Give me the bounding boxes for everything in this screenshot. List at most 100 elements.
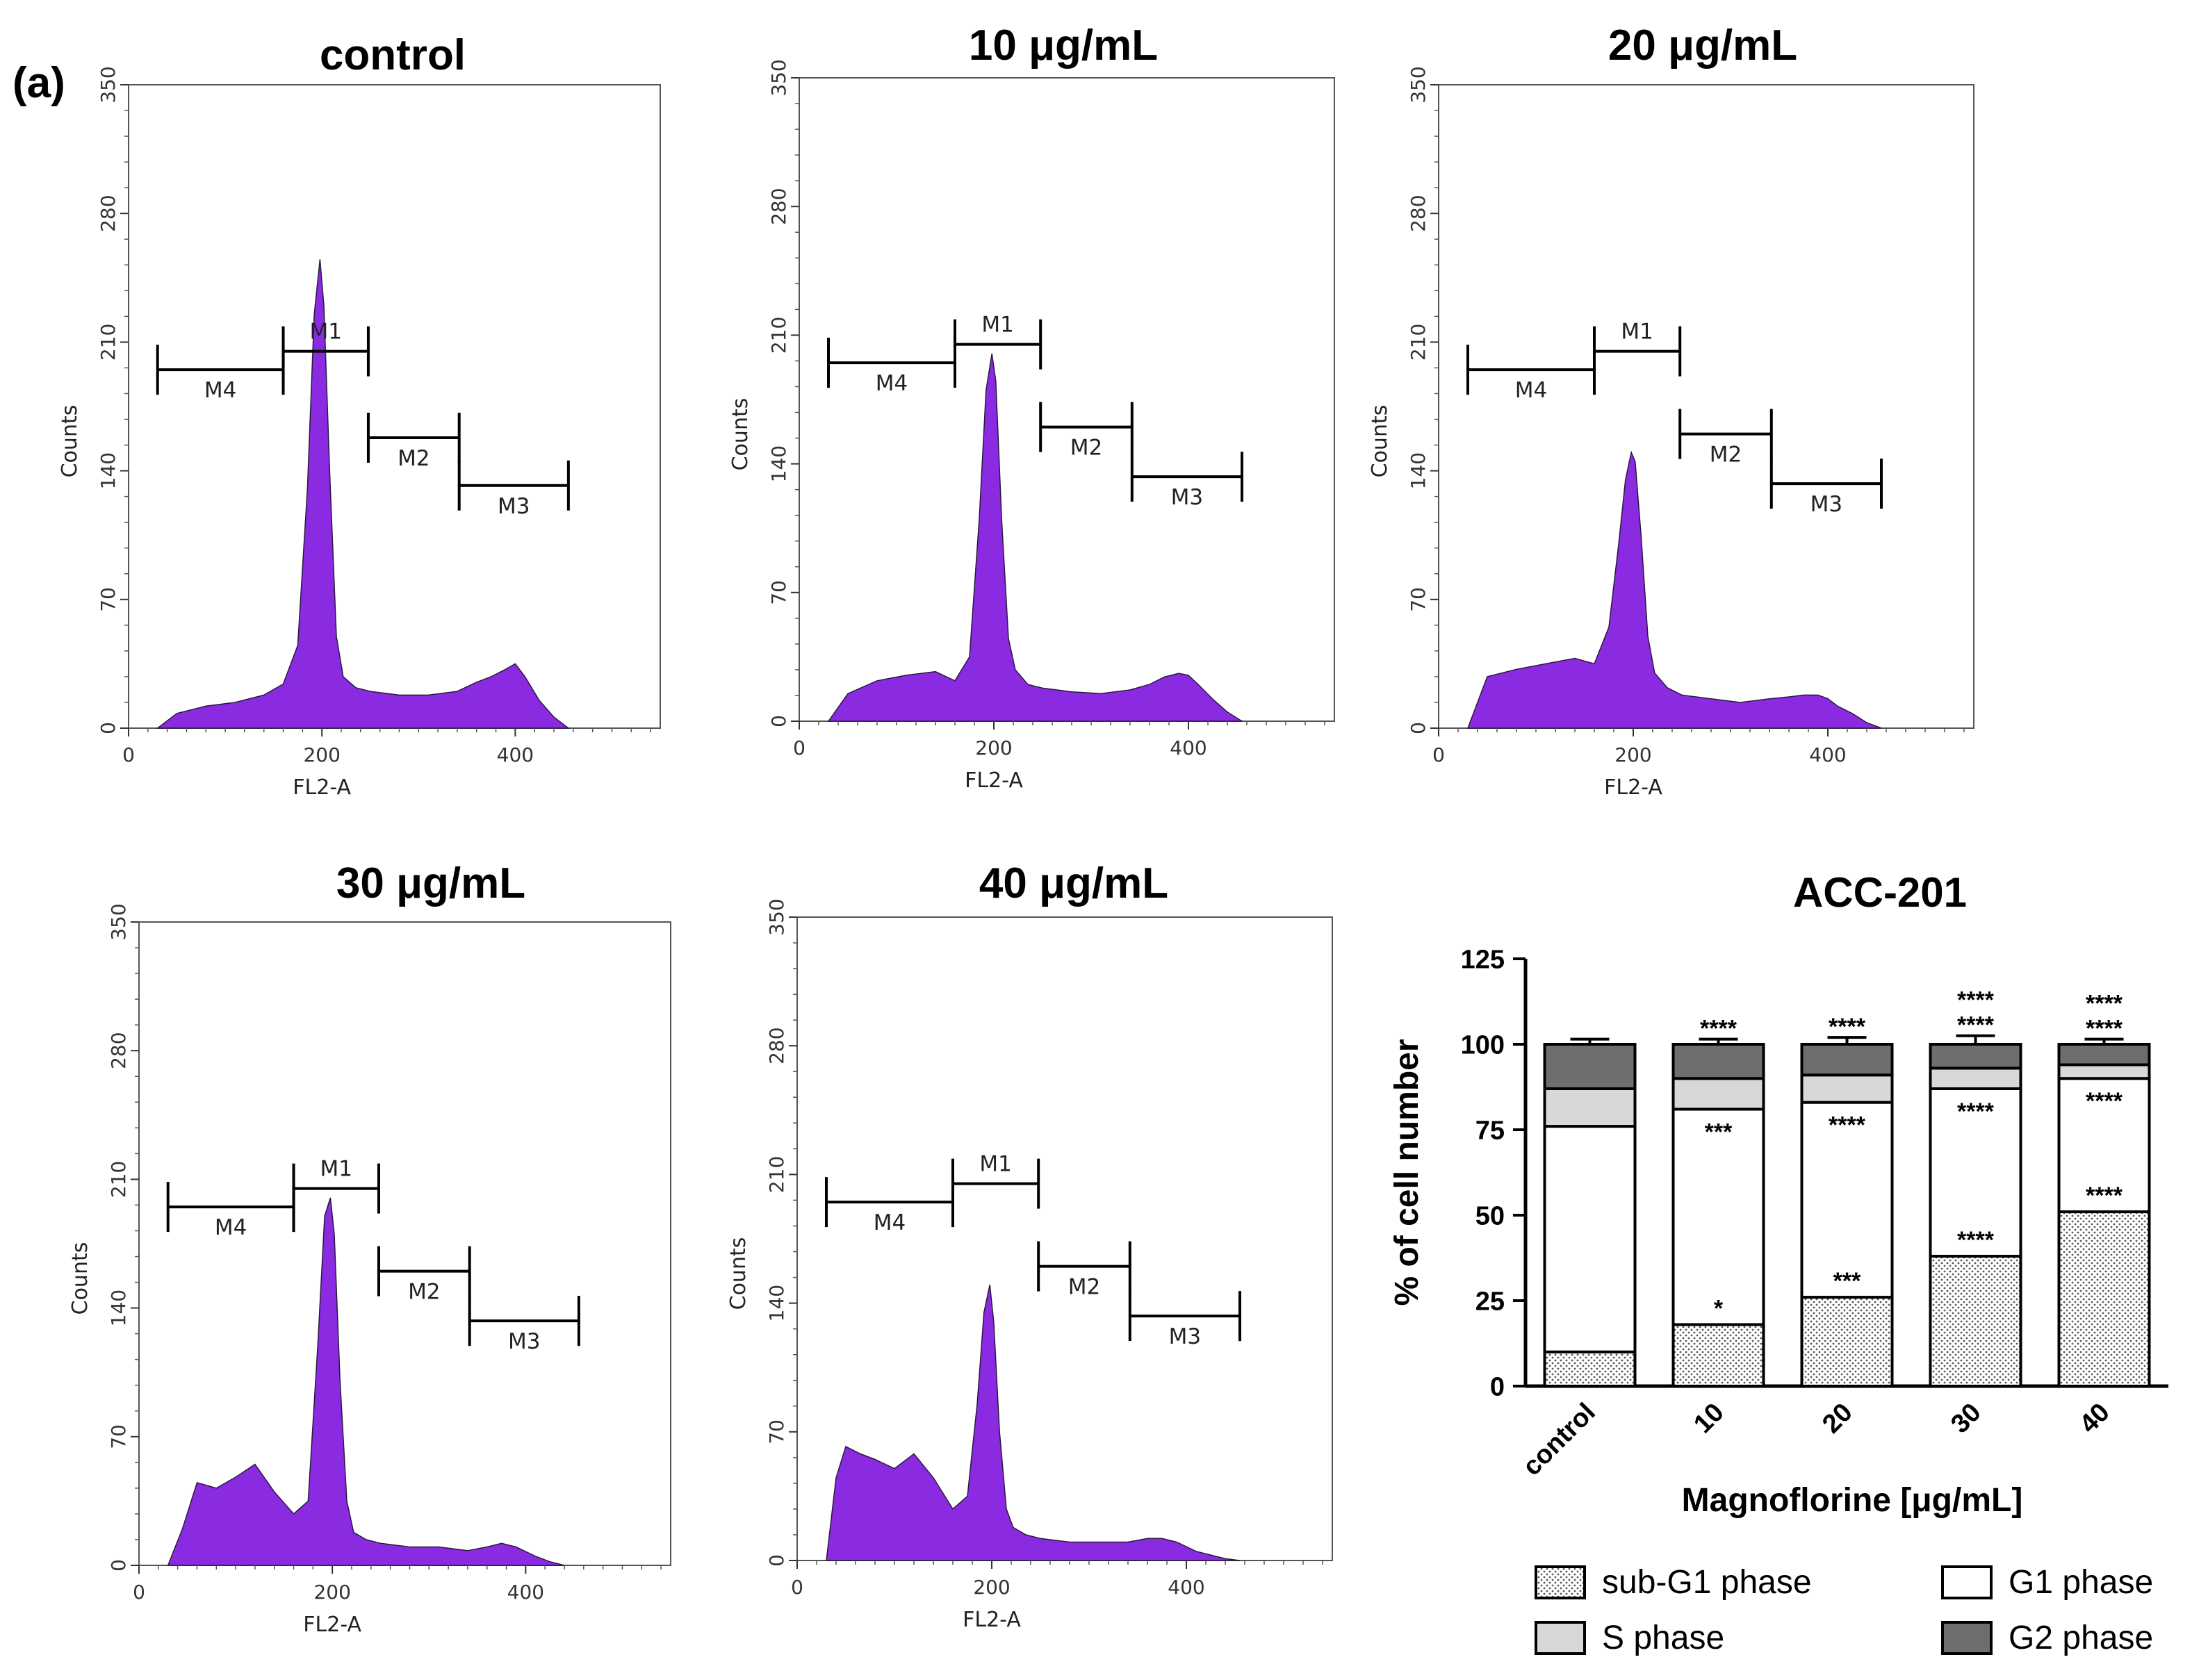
x-tick-label: 200 bbox=[1614, 743, 1651, 766]
y-axis-label: Counts bbox=[726, 1237, 751, 1310]
significance-label: **** bbox=[1957, 1012, 1995, 1039]
bar-segment bbox=[1543, 1350, 1637, 1388]
bar-segment bbox=[1543, 1087, 1637, 1128]
gate-label: M4 bbox=[874, 1210, 906, 1235]
y-tick-label: 50 bbox=[1475, 1201, 1505, 1230]
y-tick-label: 210 bbox=[97, 324, 120, 361]
panel-label: (a) bbox=[13, 59, 65, 107]
gate-marker: M4 bbox=[166, 1182, 295, 1240]
legend-label: G1 phase bbox=[2009, 1564, 2153, 1601]
gate-marker: M2 bbox=[1037, 1241, 1131, 1300]
bar-segment bbox=[1671, 1323, 1765, 1387]
x-tick-label: 0 bbox=[793, 736, 805, 759]
significance-label: **** bbox=[2086, 1016, 2123, 1042]
histogram-title: 10 μg/mL bbox=[969, 22, 1158, 69]
significance-label: **** bbox=[1957, 1098, 1995, 1125]
gate-label: M1 bbox=[1621, 320, 1653, 345]
y-axis-label: Counts bbox=[68, 1242, 92, 1315]
legend-swatch bbox=[1535, 1565, 1586, 1599]
y-tick-label: 350 bbox=[97, 66, 120, 103]
y-tick-label: 210 bbox=[1407, 324, 1430, 361]
y-tick-label: 350 bbox=[1407, 66, 1430, 103]
bar-segment bbox=[2057, 1043, 2151, 1067]
significance-label: *** bbox=[1833, 1268, 1861, 1294]
x-tick-label: 0 bbox=[133, 1581, 145, 1604]
y-tick-label: 140 bbox=[1407, 452, 1430, 489]
y-axis-label: Counts bbox=[1368, 405, 1392, 478]
x-tick-label: 40 bbox=[2074, 1398, 2116, 1440]
y-tick-label: 350 bbox=[767, 59, 790, 96]
gate-label: M1 bbox=[981, 313, 1013, 338]
y-tick-label: 210 bbox=[767, 317, 790, 354]
stacked-bar bbox=[1800, 1036, 1894, 1387]
plot-frame bbox=[138, 921, 671, 1566]
gate-marker: M2 bbox=[1678, 409, 1773, 468]
gate-label: M4 bbox=[876, 371, 908, 396]
gate-label: M2 bbox=[1070, 436, 1102, 461]
histogram-title: 40 μg/mL bbox=[979, 859, 1168, 907]
gate-marker: M3 bbox=[1128, 1291, 1241, 1349]
legend-swatch bbox=[1535, 1621, 1586, 1655]
x-tick-label: control bbox=[1517, 1398, 1601, 1482]
y-tick-label: 70 bbox=[1407, 587, 1430, 612]
bar-segment bbox=[1929, 1087, 2022, 1258]
x-axis-label: FL2-A bbox=[303, 1613, 361, 1637]
gate-marker: M4 bbox=[1466, 345, 1596, 403]
histogram-panel: control 0 70 140 210 280 350 0 200 400 FL2-A Counts… bbox=[58, 31, 661, 800]
x-tick-label: 20 bbox=[1817, 1398, 1858, 1440]
stacked-bar-chart: ACC-201 0 25 50 75 100 125 % of cell number Magn… bbox=[1389, 869, 2168, 1656]
significance-label: * bbox=[1714, 1295, 1724, 1321]
y-tick-label: 280 bbox=[765, 1027, 788, 1064]
gate-label: M3 bbox=[498, 494, 530, 519]
x-tick-label: 400 bbox=[497, 743, 534, 766]
gate-label: M3 bbox=[1169, 1324, 1201, 1349]
significance-label: **** bbox=[2086, 1088, 2123, 1114]
y-tick-label: 0 bbox=[1407, 722, 1430, 734]
gate-label: M4 bbox=[215, 1215, 247, 1240]
gate-marker: M1 bbox=[954, 313, 1042, 370]
significance-markers: **************** bbox=[1957, 987, 1995, 1253]
histogram-area bbox=[167, 1197, 565, 1566]
histogram-area bbox=[827, 353, 1244, 722]
significance-markers: **************** bbox=[2086, 991, 2123, 1209]
gate-label: M4 bbox=[1515, 378, 1547, 403]
y-tick-label: 280 bbox=[767, 188, 790, 224]
gate-marker: M2 bbox=[1039, 402, 1134, 461]
gate-label: M2 bbox=[1068, 1275, 1100, 1300]
x-axis-label: FL2-A bbox=[1604, 775, 1662, 800]
gate-label: M1 bbox=[979, 1152, 1011, 1177]
gate-marker: M4 bbox=[827, 338, 956, 396]
gate-marker: M4 bbox=[825, 1177, 954, 1235]
x-axis-label: FL2-A bbox=[293, 775, 351, 800]
bar-segment bbox=[1929, 1255, 2022, 1388]
y-axis-label: Counts bbox=[58, 405, 82, 478]
gate-label: M1 bbox=[320, 1157, 352, 1182]
stacked-bar bbox=[1543, 1037, 1637, 1388]
y-tick-label: 0 bbox=[765, 1554, 788, 1567]
y-tick-label: 25 bbox=[1475, 1287, 1505, 1316]
y-tick-label: 70 bbox=[97, 587, 120, 612]
x-tick-label: 30 bbox=[1945, 1398, 1987, 1440]
bar-segment bbox=[2057, 1077, 2151, 1214]
legend-entry: G2 phase bbox=[1941, 1620, 2153, 1656]
significance-markers: ******** bbox=[1700, 1016, 1737, 1322]
histogram-title: 30 μg/mL bbox=[336, 859, 525, 907]
gate-marker: M3 bbox=[1769, 459, 1883, 517]
x-tick-label: 400 bbox=[507, 1581, 544, 1604]
significance-label: *** bbox=[1705, 1119, 1733, 1145]
stacked-bar bbox=[2057, 1037, 2151, 1387]
bar-segment bbox=[1800, 1296, 1894, 1387]
significance-label: **** bbox=[1957, 987, 1995, 1014]
y-tick-label: 140 bbox=[97, 452, 120, 489]
bar-segment bbox=[1671, 1107, 1765, 1326]
x-tick-label: 0 bbox=[122, 743, 135, 766]
bar-segment bbox=[2057, 1210, 2151, 1387]
plot-frame bbox=[799, 77, 1335, 722]
histogram-title: control bbox=[320, 31, 466, 79]
histogram-panel: 20 μg/mL 0 70 140 210 280 350 0 200 400 FL2-A Count… bbox=[1368, 22, 1974, 800]
legend-label: S phase bbox=[1602, 1620, 1724, 1656]
y-tick-label: 0 bbox=[107, 1559, 130, 1572]
y-tick-label: 70 bbox=[767, 580, 790, 605]
x-tick-label: 400 bbox=[1809, 743, 1846, 766]
